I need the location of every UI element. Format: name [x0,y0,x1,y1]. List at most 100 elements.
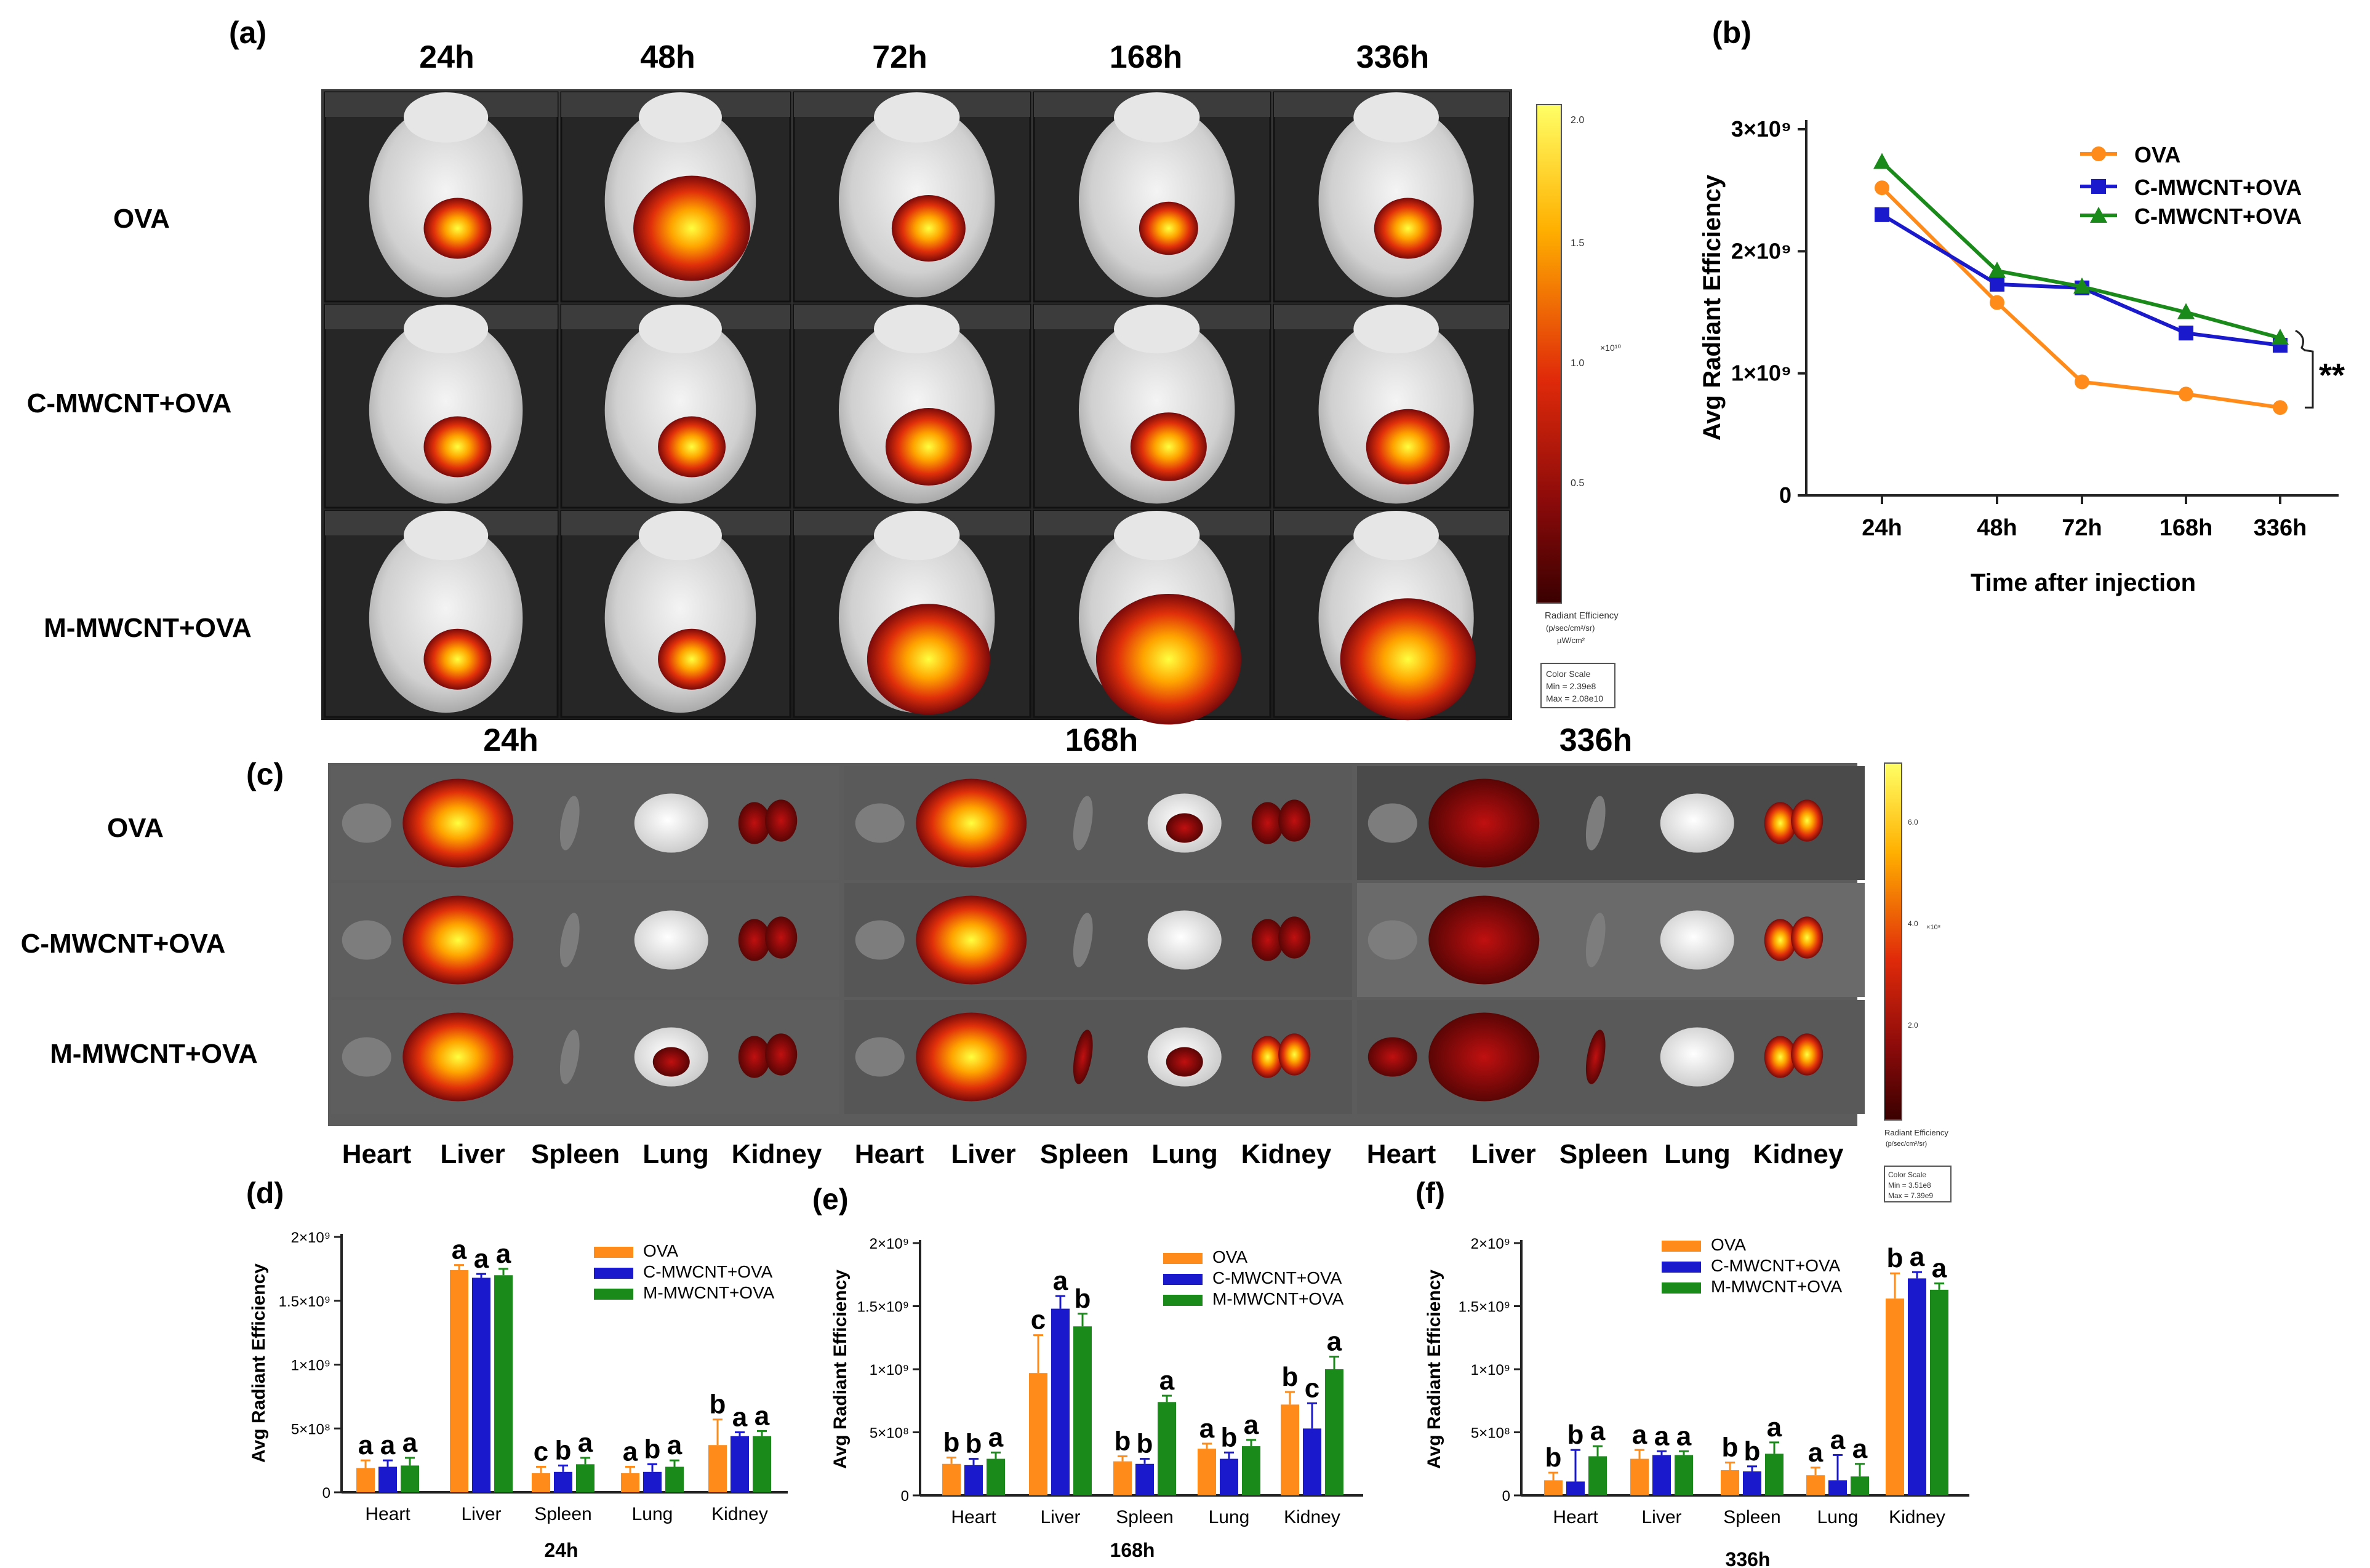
bar-m-mwcnt [1930,1289,1948,1495]
legend-label-ova: OVA [643,1241,678,1260]
legend-swatch-m-mwcnt [1163,1295,1203,1306]
bar-m-mwcnt [576,1464,595,1492]
bar-y-tick-label: 5×10⁸ [291,1421,330,1438]
bar-m-mwcnt [1851,1476,1869,1495]
organ-label: Spleen [1559,1139,1648,1169]
b-y-axis-title: Avg Radiant Efficiency [1699,174,1726,441]
scale-tick: 2.0 [1571,115,1584,126]
organ-signal [1166,813,1203,843]
mouse-head [1353,511,1439,561]
bar-x-tick-label: Lung [632,1504,673,1524]
bar-y-tick-label: 2×10⁹ [1471,1236,1510,1252]
organ-signal [1166,1047,1203,1077]
bar-panel-label: (f) [1415,1177,1445,1210]
organ-liver [916,1012,1027,1102]
legend-swatch-ova [594,1247,633,1258]
organ-label: Lung [1151,1139,1218,1169]
bar-x-tick-label: Kidney [1284,1507,1340,1527]
organ-color-scale-bar [1884,762,1902,1121]
fluorescence-signal [1366,409,1450,485]
organ-scale-max: Max = 7.39e9 [1888,1191,1933,1200]
significance-letter: a [1159,1366,1175,1396]
significance-letter: a [474,1244,489,1274]
mouse-head [1113,92,1200,143]
organ-heart [342,920,391,960]
bar-ova [1113,1461,1132,1495]
color-scale-bar [1536,104,1562,604]
bar-c-mwcnt [1135,1463,1154,1495]
significance-letter: a [732,1402,748,1432]
bar-c-mwcnt [731,1436,749,1492]
organ-liver [1428,895,1540,985]
bar-x-tick-label: Spleen [534,1504,591,1524]
organ-label: Lung [1664,1139,1731,1169]
scale-min: Min = 2.39e8 [1546,681,1596,691]
panel-c-organs: (c) 24h 168h 336h OVA C-MWCNT+OVA M-MWCN… [21,722,1952,1202]
organ-kidney [765,1033,798,1076]
bar-c-mwcnt [1566,1481,1585,1495]
scale-tick: 0.5 [1571,478,1584,489]
bar-y-tick-label: 2×10⁹ [870,1236,909,1252]
mouse-head [403,304,489,354]
legend-label-c-mwcnt: C-MWCNT+OVA [1711,1256,1841,1275]
scale-units: (p/sec/cm²/sr) [1546,623,1595,633]
fluorescence-signal [423,628,492,690]
legend-label-ova: OVA [1711,1235,1746,1254]
legend-label-c-mwcnt: C-MWCNT+OVA [1212,1268,1342,1287]
significance-letter: a [1244,1410,1259,1440]
significance-letter: a [1852,1434,1868,1464]
organ-label: Kidney [1241,1139,1332,1169]
significance-letter: b [1115,1426,1131,1456]
organ-liver [916,778,1027,868]
bar-ova [942,1463,961,1495]
color-scale-box [1540,663,1615,708]
bar-m-mwcnt [1588,1456,1607,1495]
organ-liver [1428,1012,1540,1102]
organ-lung [1660,910,1734,970]
bar-y-tick-label: 1×10⁹ [870,1362,909,1378]
b-x-tick-label: 72h [2062,515,2102,541]
mouse-body [1078,105,1235,298]
bar-c-mwcnt [1303,1428,1321,1495]
significance-letter: b [555,1435,572,1465]
significance-letter: a [1654,1421,1670,1451]
organ-kidney [1251,802,1284,844]
organ-heart [342,803,391,843]
bar-m-mwcnt [1765,1454,1784,1495]
organ-row-ova: OVA [107,813,164,843]
bar-c-mwcnt [1220,1458,1238,1495]
bar-y-axis-title: Avg Radiant Efficiency [249,1263,269,1463]
organ-liver [916,895,1027,985]
bar-m-mwcnt [753,1436,771,1492]
organ-kidney [1791,1033,1824,1076]
organ-color-scale-box [1884,1166,1952,1202]
bar-panel: (e) Avg Radiant Efficiency 0 5×10⁸ 1×10⁹ 1.5×… [812,1183,1363,1561]
bar-y-tick-label: 1×10⁹ [291,1358,330,1374]
organ-time-168h: 168h [1065,722,1139,758]
legend-marker-green [2090,207,2107,223]
bar-m-mwcnt [665,1466,684,1492]
bar-y-tick-label: 0 [1502,1488,1510,1505]
organ-kidney [1764,1036,1796,1078]
organ-row-c-mwcnt: C-MWCNT+OVA [21,929,226,959]
significance-letter: a [1590,1416,1606,1446]
bar-ova [1198,1449,1216,1495]
organ-label: Heart [342,1139,412,1169]
b-series-green-point [1873,153,1891,169]
organ-liver [1428,778,1540,868]
significance-letter: b [1567,1420,1584,1450]
bar-ova [1806,1475,1825,1495]
organ-kidney [1791,799,1824,842]
significance-letter: b [1075,1284,1091,1314]
bar-m-mwcnt [401,1465,419,1492]
b-series-ova-point [2273,400,2288,415]
bar-ova [1886,1298,1904,1495]
organ-scale-tick: 2.0 [1908,1021,1918,1030]
legend-swatch-ova [1163,1253,1203,1264]
scale-tick: 1.5 [1571,238,1584,249]
scale-tick: 1.0 [1571,358,1584,369]
organ-kidney [738,919,771,961]
row-label-ova: OVA [113,204,170,234]
b-plot-area: 0 1×10⁹ 2×10⁹ 3×10⁹ 24h 48h 72h 168h 336h [1731,116,2339,541]
organ-scale-units: (p/sec/cm²/sr) [1886,1140,1927,1148]
